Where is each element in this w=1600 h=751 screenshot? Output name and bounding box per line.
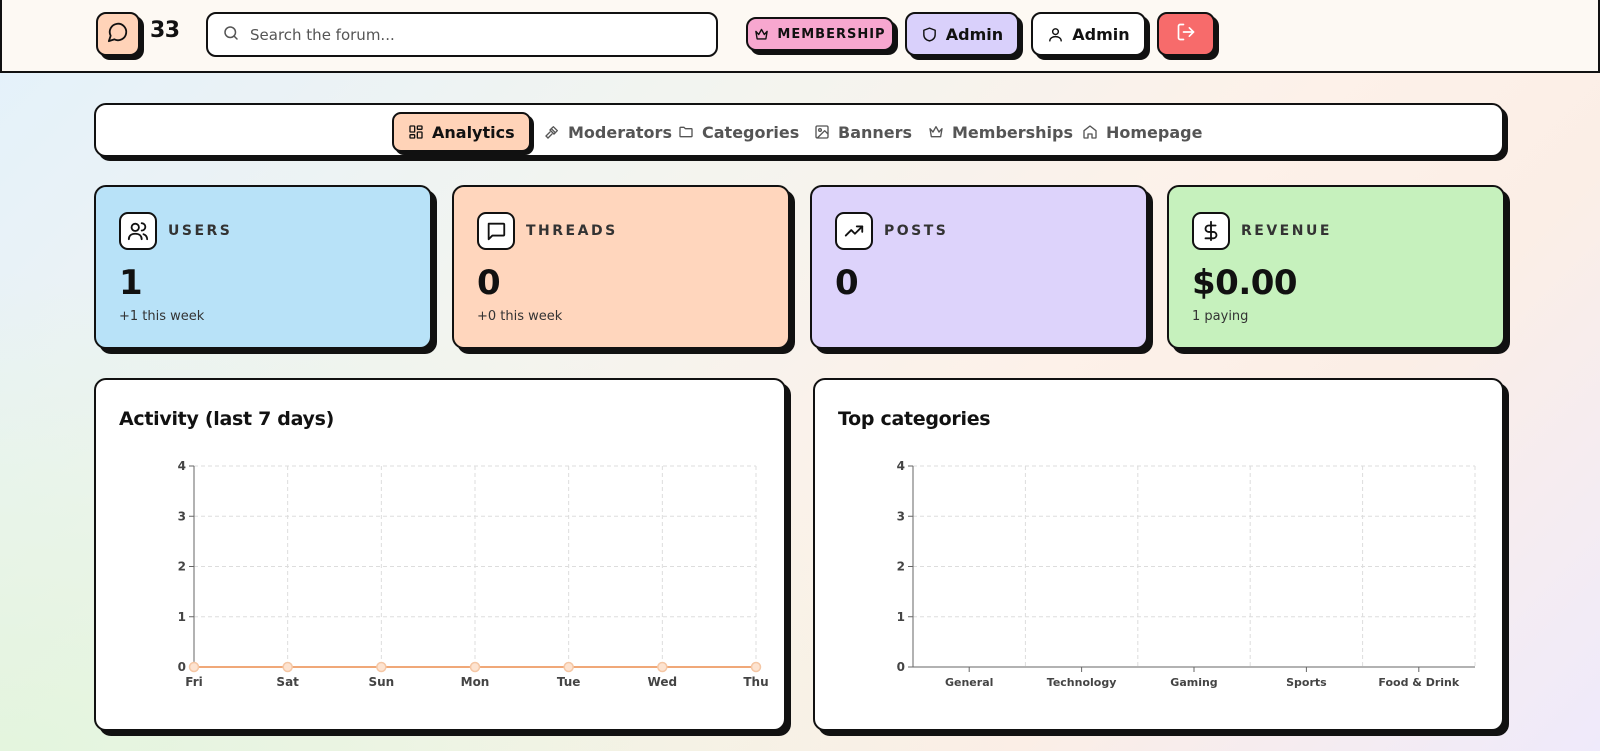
logout-icon xyxy=(1176,22,1196,46)
membership-button[interactable]: MEMBERSHIP xyxy=(746,17,894,51)
y-tick-label: 1 xyxy=(897,610,905,624)
y-tick-label: 4 xyxy=(178,459,186,473)
tab-label: Categories xyxy=(702,122,800,142)
activity-chart-panel: Activity (last 7 days) 0 1 2 3 4 Fri Sat Sun Mon… xyxy=(94,378,786,731)
stat-value: 0 xyxy=(477,263,501,303)
dollar-icon xyxy=(1192,212,1230,250)
revenue-stat-card: REVENUE $0.00 1 paying xyxy=(1167,185,1505,349)
data-point xyxy=(563,661,574,673)
stat-value: 0 xyxy=(835,263,859,303)
tab-homepage[interactable]: Homepage xyxy=(1068,112,1216,152)
stat-label: THREADS xyxy=(526,223,618,239)
stat-subtext: +0 this week xyxy=(477,309,563,324)
tab-analytics[interactable]: Analytics xyxy=(392,112,531,152)
stat-subtext: +1 this week xyxy=(119,309,205,324)
stat-value: 1 xyxy=(119,263,143,303)
activity-chart-title: Activity (last 7 days) xyxy=(119,408,335,430)
data-point xyxy=(469,661,481,673)
x-tick-label: General xyxy=(945,676,993,689)
tab-label: Analytics xyxy=(432,122,515,142)
image-icon xyxy=(814,124,830,140)
data-point xyxy=(376,661,387,673)
x-tick-label: Thu xyxy=(743,675,768,689)
x-tick-label: Sports xyxy=(1286,676,1327,689)
message-circle-icon xyxy=(107,21,129,47)
x-tick-label: Tue xyxy=(557,675,581,689)
stat-label: REVENUE xyxy=(1241,223,1332,239)
folder-icon xyxy=(678,124,694,140)
users-stat-card: USERS 1 +1 this week xyxy=(94,185,432,349)
data-point xyxy=(750,661,762,673)
admin-tab-bar: Analytics Moderators Categories Banners … xyxy=(94,103,1504,157)
stat-label: POSTS xyxy=(884,223,949,239)
crown-icon xyxy=(928,124,944,140)
trend-icon xyxy=(835,212,873,250)
posts-stat-card: POSTS 0 xyxy=(810,185,1148,349)
y-tick-label: 3 xyxy=(897,509,905,523)
y-tick-label: 2 xyxy=(897,560,905,574)
crown-icon xyxy=(754,27,769,42)
activity-line-chart: 0 1 2 3 4 Fri Sat Sun Mon Tue Wed Thu xyxy=(178,459,769,689)
data-point xyxy=(282,661,293,673)
search-icon xyxy=(222,24,240,46)
y-tick-label: 0 xyxy=(897,660,905,674)
threads-stat-card: THREADS 0 +0 this week xyxy=(452,185,790,349)
user-icon xyxy=(1047,26,1064,43)
users-icon xyxy=(119,212,157,250)
x-tick-label: Mon xyxy=(461,675,490,689)
shield-icon xyxy=(921,26,938,43)
x-tick-label: Fri xyxy=(185,675,202,689)
stat-value: $0.00 xyxy=(1192,263,1298,303)
y-tick-label: 0 xyxy=(178,660,186,674)
top-bar: 33 MEMBERSHIP Admin Admin xyxy=(0,0,1600,73)
y-tick-label: 2 xyxy=(178,560,186,574)
admin-role-button[interactable]: Admin xyxy=(905,12,1019,56)
stat-subtext: 1 paying xyxy=(1192,309,1249,324)
admin-role-label: Admin xyxy=(945,24,1004,44)
data-point xyxy=(657,661,668,673)
search-input[interactable] xyxy=(250,25,690,44)
tab-memberships[interactable]: Memberships xyxy=(914,112,1087,152)
tab-moderators[interactable]: Moderators xyxy=(530,112,686,152)
x-tick-label: Technology xyxy=(1047,676,1117,689)
tab-label: Homepage xyxy=(1106,122,1203,142)
x-tick-label: Food & Drink xyxy=(1378,676,1459,689)
user-profile-button[interactable]: Admin xyxy=(1031,12,1146,56)
top-categories-panel: Top categories 0 1 2 3 4 General Technology Gam… xyxy=(813,378,1504,731)
forum-logo-button[interactable] xyxy=(96,12,140,56)
tab-categories[interactable]: Categories xyxy=(664,112,813,152)
top-categories-bar-chart: 0 1 2 3 4 General Technology Gaming Sports Food &… xyxy=(897,459,1476,689)
tab-label: Banners xyxy=(838,122,913,142)
y-tick-label: 4 xyxy=(897,459,905,473)
x-tick-label: Sat xyxy=(276,675,299,689)
membership-label: MEMBERSHIP xyxy=(777,26,886,42)
tab-banners[interactable]: Banners xyxy=(800,112,926,152)
home-icon xyxy=(1082,124,1098,140)
tab-label: Moderators xyxy=(568,122,672,142)
search-bar xyxy=(206,12,718,57)
y-tick-label: 3 xyxy=(178,509,186,523)
stat-label: USERS xyxy=(168,223,233,239)
data-point xyxy=(188,661,200,673)
tab-label: Memberships xyxy=(952,122,1074,142)
gavel-icon xyxy=(544,124,560,140)
logout-button[interactable] xyxy=(1157,12,1215,56)
top-categories-title: Top categories xyxy=(838,408,991,430)
x-tick-label: Gaming xyxy=(1170,676,1217,689)
x-tick-label: Sun xyxy=(368,675,394,689)
grid-icon xyxy=(408,124,424,140)
x-tick-label: Wed xyxy=(648,675,678,689)
y-tick-label: 1 xyxy=(178,610,186,624)
user-name-label: Admin xyxy=(1072,24,1130,44)
message-icon xyxy=(477,212,515,250)
forum-count: 33 xyxy=(150,18,180,43)
